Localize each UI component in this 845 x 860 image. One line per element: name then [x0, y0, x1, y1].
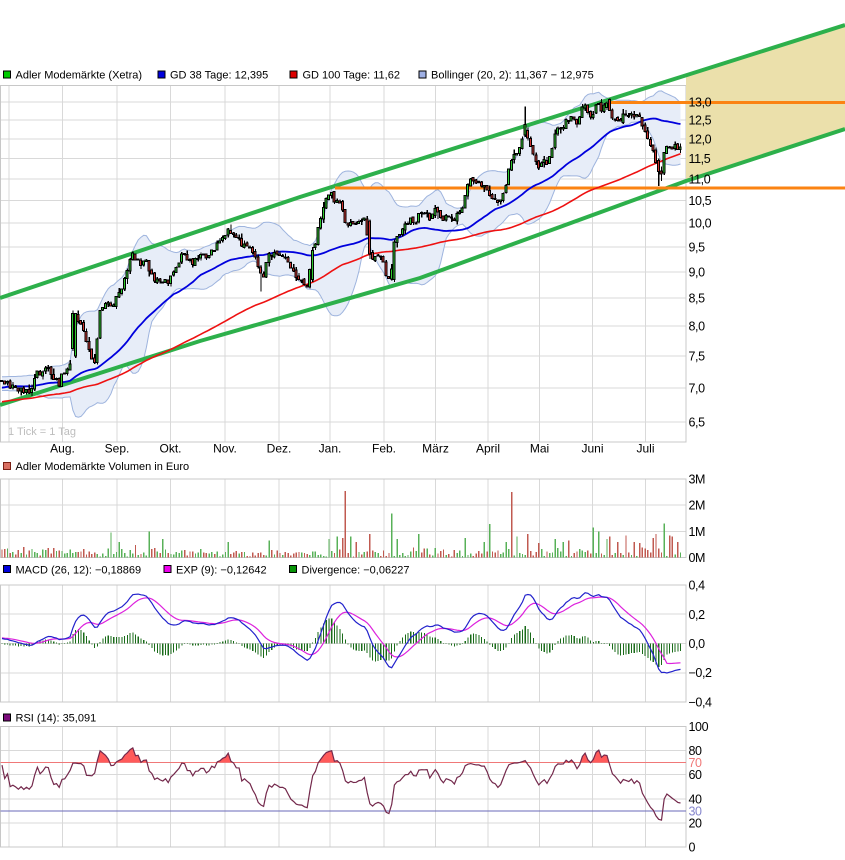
- svg-text:12,5: 12,5: [689, 114, 712, 128]
- svg-text:Jan.: Jan.: [319, 442, 342, 456]
- svg-text:11,5: 11,5: [689, 152, 711, 166]
- svg-text:Bollinger (20, 2): 11,367 − 12: Bollinger (20, 2): 11,367 − 12,975: [431, 70, 594, 82]
- svg-text:1 Tick = 1 Tag: 1 Tick = 1 Tag: [8, 426, 76, 438]
- svg-text:80: 80: [689, 744, 703, 758]
- svg-text:Juli: Juli: [636, 442, 654, 456]
- svg-text:Okt.: Okt.: [159, 442, 181, 456]
- svg-text:70: 70: [689, 756, 703, 770]
- svg-text:RSI (14): 35,091: RSI (14): 35,091: [16, 713, 97, 725]
- svg-text:10,0: 10,0: [689, 217, 712, 231]
- svg-text:20: 20: [689, 816, 703, 830]
- svg-text:Divergence: −0,06227: Divergence: −0,06227: [302, 565, 410, 577]
- svg-text:3M: 3M: [689, 473, 706, 487]
- svg-text:Dez.: Dez.: [267, 442, 292, 456]
- svg-text:GD 100 Tage: 11,62: GD 100 Tage: 11,62: [303, 70, 400, 82]
- svg-text:8,0: 8,0: [689, 320, 706, 334]
- svg-text:Feb.: Feb.: [372, 442, 396, 456]
- svg-text:100: 100: [689, 720, 709, 734]
- svg-text:0M: 0M: [689, 551, 706, 565]
- svg-text:9,0: 9,0: [689, 265, 706, 279]
- svg-text:Adler Modemärkte Volumen in Eu: Adler Modemärkte Volumen in Euro: [16, 461, 190, 473]
- svg-text:MACD (26, 12): −0,18869: MACD (26, 12): −0,18869: [16, 565, 142, 577]
- svg-text:2M: 2M: [689, 499, 706, 513]
- svg-text:40: 40: [689, 792, 703, 806]
- svg-text:Aug.: Aug.: [50, 442, 75, 456]
- svg-text:12,0: 12,0: [689, 133, 712, 147]
- svg-text:April: April: [476, 442, 500, 456]
- svg-text:EXP (9): −0,12642: EXP (9): −0,12642: [176, 565, 267, 577]
- svg-text:März: März: [422, 442, 449, 456]
- svg-text:−0,2: −0,2: [689, 666, 713, 680]
- svg-text:8,5: 8,5: [689, 292, 706, 306]
- svg-text:GD 38 Tage: 12,395: GD 38 Tage: 12,395: [170, 70, 268, 82]
- svg-text:Juni: Juni: [581, 442, 603, 456]
- svg-text:0,0: 0,0: [689, 637, 706, 651]
- svg-text:60: 60: [689, 768, 703, 782]
- svg-text:1M: 1M: [689, 525, 706, 539]
- svg-text:Sep.: Sep.: [105, 442, 130, 456]
- svg-text:9,5: 9,5: [689, 240, 706, 254]
- svg-text:10,5: 10,5: [689, 194, 712, 208]
- svg-text:30: 30: [689, 804, 703, 818]
- svg-text:13,0: 13,0: [689, 96, 712, 110]
- svg-text:Nov.: Nov.: [213, 442, 237, 456]
- svg-text:0: 0: [689, 841, 696, 855]
- svg-text:11,0: 11,0: [689, 173, 711, 187]
- svg-text:0,4: 0,4: [689, 579, 706, 593]
- svg-text:6,5: 6,5: [689, 416, 706, 430]
- svg-text:Mai: Mai: [530, 442, 549, 456]
- svg-text:0,2: 0,2: [689, 608, 706, 622]
- svg-text:−0,4: −0,4: [689, 696, 713, 710]
- svg-text:7,5: 7,5: [689, 350, 706, 364]
- svg-text:Adler Modemärkte (Xetra): Adler Modemärkte (Xetra): [16, 70, 143, 82]
- svg-text:7,0: 7,0: [689, 381, 706, 395]
